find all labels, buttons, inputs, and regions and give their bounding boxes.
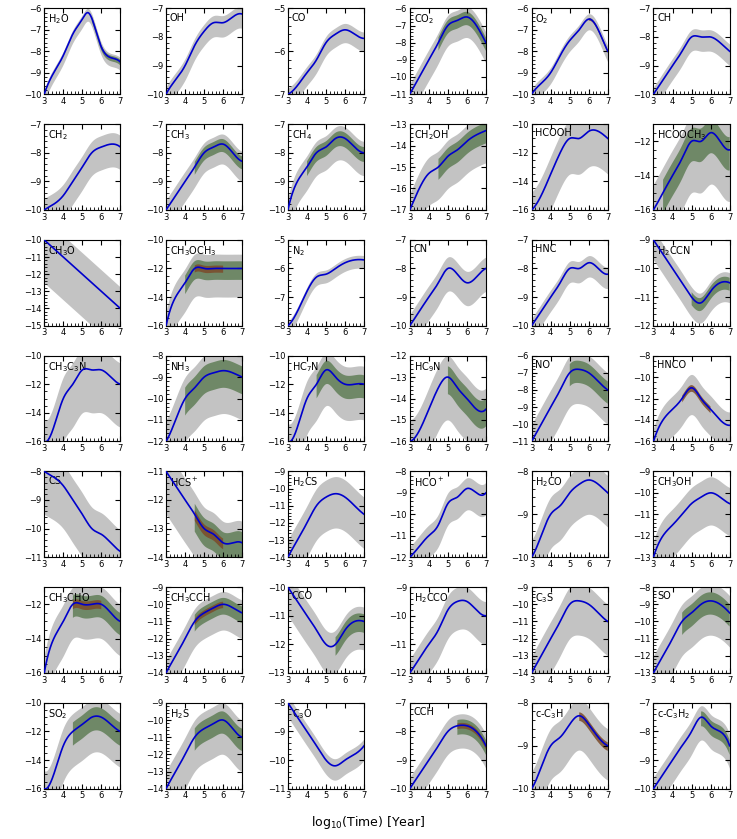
- Polygon shape: [682, 385, 710, 414]
- Text: CH$_2$: CH$_2$: [48, 128, 68, 143]
- Polygon shape: [448, 367, 486, 429]
- Polygon shape: [195, 510, 223, 550]
- Text: SO: SO: [657, 591, 671, 602]
- Polygon shape: [73, 707, 120, 746]
- Polygon shape: [185, 260, 242, 294]
- Text: C$_3$S: C$_3$S: [535, 591, 555, 605]
- Text: CH$_3$CHO: CH$_3$CHO: [48, 591, 90, 605]
- Text: C$_3$O: C$_3$O: [292, 707, 312, 721]
- Text: SO$_2$: SO$_2$: [48, 707, 68, 721]
- Polygon shape: [195, 139, 242, 175]
- Text: CH$_3$OCH$_3$: CH$_3$OCH$_3$: [170, 244, 217, 258]
- Text: H$_2$CCN: H$_2$CCN: [657, 244, 691, 258]
- Polygon shape: [195, 602, 223, 625]
- Text: H$_2$CCO: H$_2$CCO: [413, 591, 448, 605]
- Polygon shape: [185, 360, 242, 415]
- Text: CH$_2$OH: CH$_2$OH: [413, 128, 449, 143]
- Polygon shape: [682, 592, 730, 635]
- Text: CH$_3$C$_3$N: CH$_3$C$_3$N: [48, 360, 87, 373]
- Text: H$_2$O: H$_2$O: [48, 13, 69, 27]
- Text: H$_2$S: H$_2$S: [170, 707, 189, 721]
- Text: HCOOCH$_3$: HCOOCH$_3$: [657, 128, 707, 143]
- Polygon shape: [335, 613, 364, 656]
- Text: CO: CO: [292, 13, 306, 23]
- Text: HCO$^+$: HCO$^+$: [413, 476, 444, 489]
- Text: c-C$_3$H: c-C$_3$H: [535, 707, 565, 721]
- Text: CH$_3$CCH: CH$_3$CCH: [170, 591, 211, 605]
- Polygon shape: [73, 599, 101, 610]
- Polygon shape: [589, 18, 608, 53]
- Polygon shape: [458, 723, 486, 749]
- Text: H$_2$CS: H$_2$CS: [292, 476, 318, 489]
- Polygon shape: [439, 122, 486, 180]
- Text: OH: OH: [170, 13, 185, 23]
- Polygon shape: [73, 594, 120, 635]
- Text: log$_{10}$(Time) [Year]: log$_{10}$(Time) [Year]: [312, 814, 425, 831]
- Text: CH$_3$: CH$_3$: [170, 128, 190, 143]
- Text: CCO: CCO: [292, 591, 312, 602]
- Text: NH$_3$: NH$_3$: [170, 360, 190, 373]
- Polygon shape: [570, 361, 608, 404]
- Text: N$_2$: N$_2$: [292, 244, 304, 258]
- Text: CH: CH: [657, 13, 671, 23]
- Text: CCH: CCH: [413, 707, 434, 717]
- Polygon shape: [195, 598, 242, 632]
- Text: HNCO: HNCO: [657, 360, 686, 370]
- Text: c-C$_3$H$_2$: c-C$_3$H$_2$: [657, 707, 691, 721]
- Text: HCS$^+$: HCS$^+$: [170, 476, 198, 489]
- Text: CH$_4$: CH$_4$: [292, 128, 312, 143]
- Text: HC$_7$N: HC$_7$N: [292, 360, 319, 373]
- Polygon shape: [663, 120, 730, 213]
- Polygon shape: [195, 264, 223, 274]
- Text: HC$_9$N: HC$_9$N: [413, 360, 441, 373]
- Polygon shape: [439, 12, 486, 51]
- Text: CO$_2$: CO$_2$: [413, 13, 433, 27]
- Text: NO: NO: [535, 360, 551, 370]
- Polygon shape: [579, 712, 608, 751]
- Polygon shape: [691, 277, 730, 311]
- Text: CN: CN: [413, 244, 427, 254]
- Polygon shape: [92, 16, 120, 65]
- Text: HNC: HNC: [535, 244, 557, 254]
- Polygon shape: [317, 361, 364, 399]
- Polygon shape: [701, 711, 730, 755]
- Text: O$_2$: O$_2$: [535, 13, 549, 27]
- Text: CS: CS: [48, 476, 61, 486]
- Polygon shape: [195, 503, 242, 561]
- Polygon shape: [195, 711, 242, 751]
- Polygon shape: [307, 131, 364, 176]
- Text: H$_2$CO: H$_2$CO: [535, 476, 564, 489]
- Polygon shape: [458, 720, 486, 755]
- Text: HCOOH: HCOOH: [535, 128, 572, 138]
- Text: CH$_3$O: CH$_3$O: [48, 244, 76, 258]
- Text: CH$_3$OH: CH$_3$OH: [657, 476, 692, 489]
